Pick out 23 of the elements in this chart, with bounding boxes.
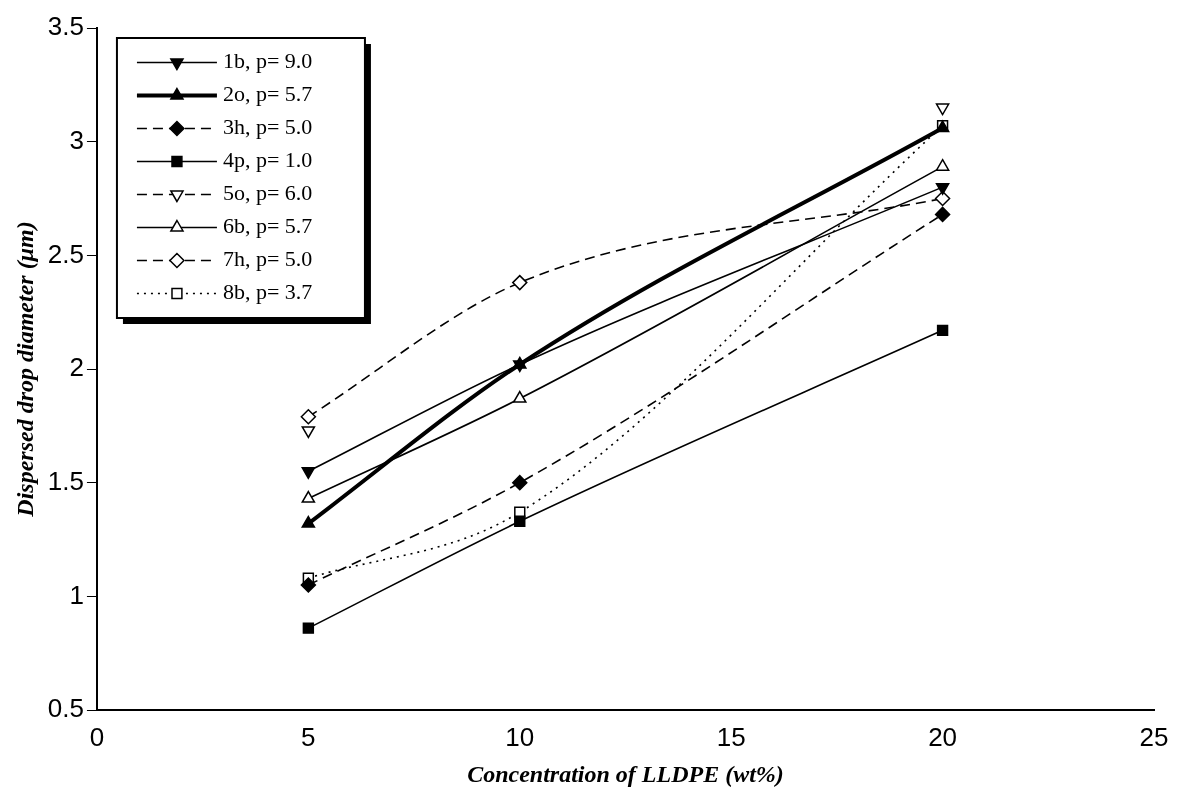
- y-tick-label: 3.5: [47, 11, 84, 42]
- legend-label: 8b, p= 3.7: [222, 279, 313, 305]
- legend-label: 6b, p= 5.7: [222, 213, 313, 239]
- x-tick-label: 25: [1139, 721, 1169, 752]
- x-axis-title: Concentration of LLDPE (wt%): [467, 760, 784, 787]
- x-tick-label: 0: [89, 721, 105, 752]
- y-tick-label: 1: [69, 579, 84, 610]
- legend-label: 1b, p= 9.0: [222, 48, 313, 74]
- y-tick-label: 0.5: [47, 693, 84, 724]
- legend-label: 3h, p= 5.0: [222, 114, 313, 140]
- y-tick-label: 2.5: [47, 238, 84, 269]
- x-tick-label: 20: [928, 721, 958, 752]
- y-tick-label: 1.5: [47, 465, 84, 496]
- x-tick-label: 5: [301, 721, 316, 752]
- y-tick-label: 3: [69, 124, 84, 155]
- y-axis-title: Dispersed drop diameter (μm): [11, 221, 38, 518]
- x-tick-label: 15: [716, 721, 746, 752]
- legend-label: 7h, p= 5.0: [222, 246, 313, 272]
- legend-label: 5o, p= 6.0: [222, 180, 313, 206]
- y-tick-label: 2: [69, 352, 84, 383]
- legend-label: 4p, p= 1.0: [222, 147, 313, 173]
- x-tick-label: 10: [505, 721, 535, 752]
- legend-label: 2o, p= 5.7: [222, 81, 313, 107]
